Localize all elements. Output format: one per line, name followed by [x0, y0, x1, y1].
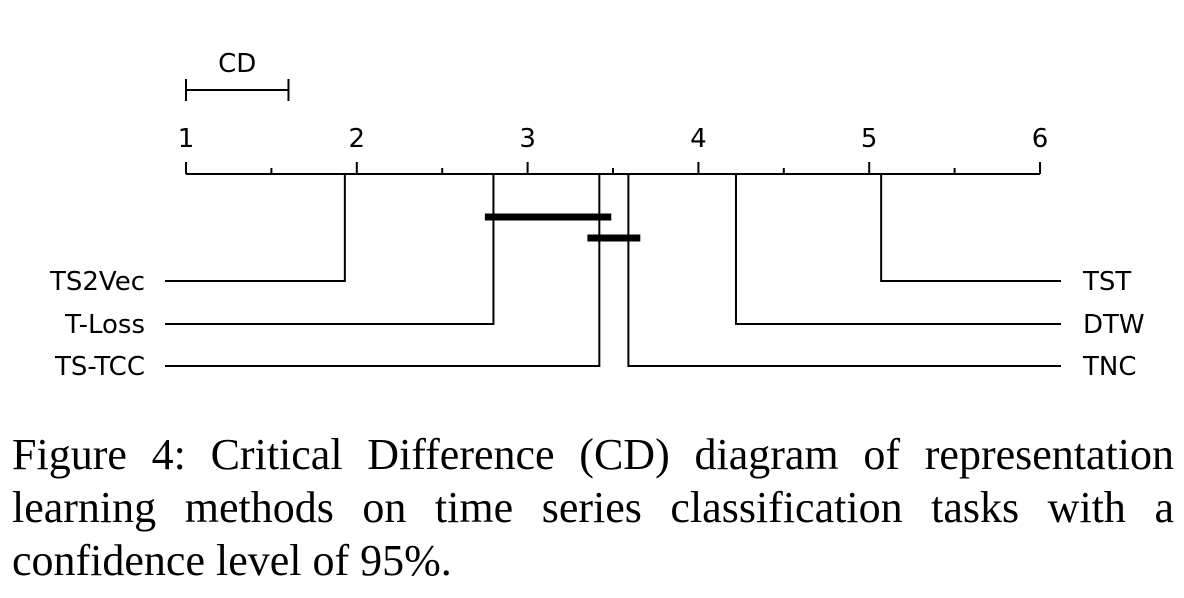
method-lines: TS2Vec T-Loss TS-TCC TST DTW TNC	[49, 174, 1145, 382]
method-label: T-Loss	[64, 310, 145, 340]
method-label: TS-TCC	[54, 352, 145, 382]
method-line	[165, 174, 346, 282]
rank-axis: 1 2 3 4 5 6	[178, 124, 1049, 175]
cd-diagram: CD 1 2 3 4 5 6 TS2Vec T-Loss TS-TCC TST DTW TNC	[49, 49, 1145, 382]
method-line	[165, 174, 495, 325]
tick-label: 5	[861, 124, 878, 154]
method-line	[627, 174, 1061, 367]
method-label: TST	[1082, 267, 1131, 297]
tick-label: 6	[1032, 124, 1049, 154]
method-line	[734, 174, 1061, 325]
tick-label: 2	[349, 124, 366, 154]
cd-scale: CD	[185, 49, 290, 101]
method-line	[880, 174, 1061, 282]
tick-label: 1	[178, 124, 195, 154]
figure-caption: Figure 4: Critical Difference (CD) diagr…	[12, 430, 1174, 585]
method-label: TNC	[1082, 352, 1137, 382]
method-line	[165, 174, 601, 367]
method-label: TS2Vec	[49, 267, 145, 297]
cd-label: CD	[218, 49, 256, 79]
tick-label: 4	[690, 124, 707, 154]
method-label: DTW	[1083, 310, 1145, 340]
tick-label: 3	[519, 124, 536, 154]
clique-bars	[484, 213, 641, 242]
